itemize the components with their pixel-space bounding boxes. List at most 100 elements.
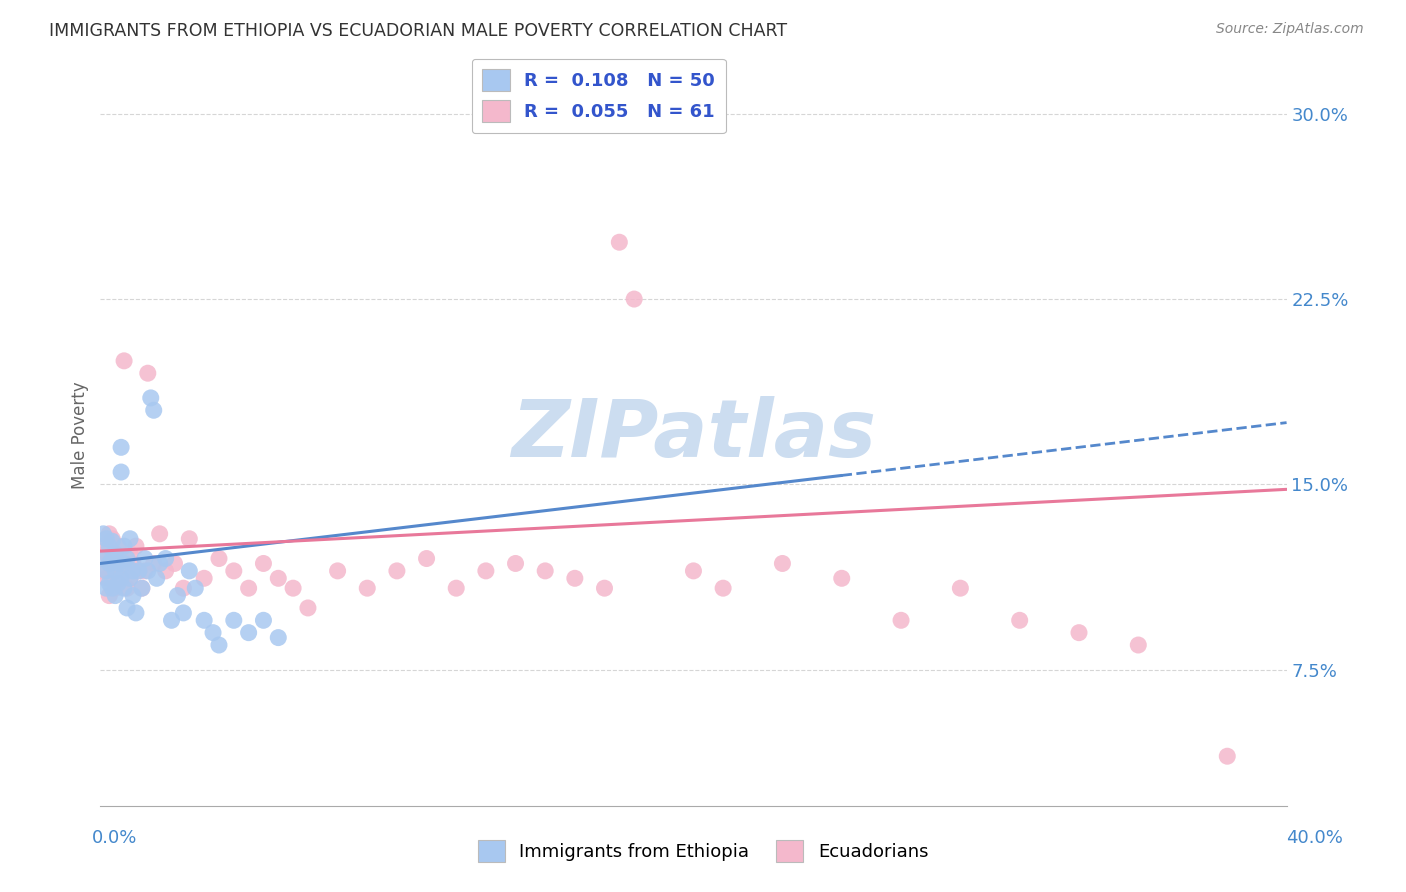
- Point: [149, 557, 172, 571]
- Point: [1128, 638, 1150, 652]
- Point: [142, 403, 165, 417]
- Point: [98, 551, 121, 566]
- Point: [101, 532, 124, 546]
- Text: 0.0%: 0.0%: [91, 829, 136, 847]
- Point: [118, 532, 141, 546]
- Point: [326, 564, 349, 578]
- Point: [104, 589, 127, 603]
- Point: [128, 564, 150, 578]
- Point: [115, 551, 138, 566]
- Point: [104, 547, 127, 561]
- Point: [96, 581, 118, 595]
- Point: [91, 564, 114, 578]
- Point: [564, 571, 586, 585]
- Point: [118, 547, 141, 561]
- Point: [96, 547, 118, 561]
- Point: [122, 557, 145, 571]
- Point: [208, 551, 231, 566]
- Point: [96, 564, 118, 578]
- Point: [128, 564, 150, 578]
- Point: [110, 440, 132, 454]
- Point: [711, 581, 734, 595]
- Point: [101, 534, 124, 549]
- Point: [104, 564, 127, 578]
- Point: [142, 557, 165, 571]
- Point: [122, 564, 145, 578]
- Point: [98, 576, 121, 591]
- Point: [267, 571, 290, 585]
- Point: [98, 526, 121, 541]
- Point: [166, 589, 188, 603]
- Point: [252, 613, 274, 627]
- Point: [534, 564, 557, 578]
- Point: [110, 465, 132, 479]
- Point: [131, 581, 153, 595]
- Point: [193, 571, 215, 585]
- Point: [163, 557, 186, 571]
- Point: [1008, 613, 1031, 627]
- Point: [179, 532, 201, 546]
- Legend: R =  0.108   N = 50, R =  0.055   N = 61: R = 0.108 N = 50, R = 0.055 N = 61: [471, 59, 725, 133]
- Point: [110, 571, 132, 585]
- Point: [107, 557, 129, 571]
- Point: [112, 354, 135, 368]
- Text: 40.0%: 40.0%: [1286, 829, 1343, 847]
- Point: [136, 564, 159, 578]
- Point: [415, 551, 437, 566]
- Text: IMMIGRANTS FROM ETHIOPIA VS ECUADORIAN MALE POVERTY CORRELATION CHART: IMMIGRANTS FROM ETHIOPIA VS ECUADORIAN M…: [49, 22, 787, 40]
- Point: [193, 613, 215, 627]
- Point: [505, 557, 527, 571]
- Point: [96, 571, 118, 585]
- Point: [184, 581, 207, 595]
- Point: [122, 589, 145, 603]
- Point: [155, 564, 177, 578]
- Point: [134, 564, 156, 578]
- Point: [91, 551, 114, 566]
- Y-axis label: Male Poverty: Male Poverty: [72, 381, 89, 489]
- Point: [155, 551, 177, 566]
- Point: [98, 539, 121, 553]
- Point: [770, 557, 793, 571]
- Point: [238, 625, 260, 640]
- Point: [145, 571, 167, 585]
- Point: [172, 606, 194, 620]
- Point: [115, 601, 138, 615]
- Point: [101, 551, 124, 566]
- Point: [385, 564, 408, 578]
- Point: [131, 581, 153, 595]
- Point: [104, 581, 127, 595]
- Point: [179, 564, 201, 578]
- Point: [208, 638, 231, 652]
- Point: [238, 581, 260, 595]
- Point: [112, 557, 135, 571]
- Point: [101, 564, 124, 578]
- Point: [172, 581, 194, 595]
- Point: [607, 235, 630, 250]
- Point: [202, 625, 225, 640]
- Point: [623, 292, 645, 306]
- Point: [267, 631, 290, 645]
- Point: [139, 391, 162, 405]
- Point: [91, 526, 114, 541]
- Point: [104, 557, 127, 571]
- Point: [297, 601, 319, 615]
- Point: [682, 564, 704, 578]
- Point: [949, 581, 972, 595]
- Point: [890, 613, 912, 627]
- Point: [112, 581, 135, 595]
- Point: [112, 564, 135, 578]
- Point: [1067, 625, 1090, 640]
- Point: [136, 366, 159, 380]
- Point: [118, 571, 141, 585]
- Text: Source: ZipAtlas.com: Source: ZipAtlas.com: [1216, 22, 1364, 37]
- Text: ZIPatlas: ZIPatlas: [510, 396, 876, 474]
- Point: [281, 581, 304, 595]
- Point: [96, 532, 118, 546]
- Point: [356, 581, 378, 595]
- Point: [107, 571, 129, 585]
- Point: [475, 564, 498, 578]
- Legend: Immigrants from Ethiopia, Ecuadorians: Immigrants from Ethiopia, Ecuadorians: [471, 833, 935, 870]
- Point: [107, 539, 129, 553]
- Point: [222, 613, 245, 627]
- Point: [222, 564, 245, 578]
